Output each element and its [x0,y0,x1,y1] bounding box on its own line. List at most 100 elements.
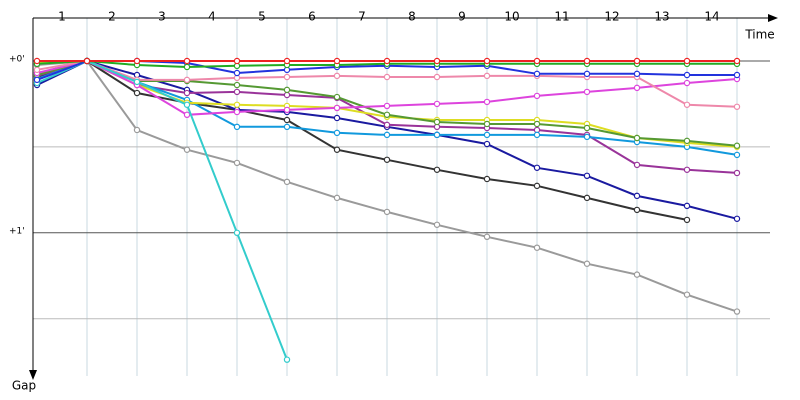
data-point [433,118,441,126]
data-point [733,103,741,110]
data-point [383,111,391,119]
data-point [583,172,591,180]
data-point [633,134,641,142]
data-point [683,216,691,224]
data-point [583,260,591,267]
x-tick-label: 10 [504,10,519,24]
data-point [583,57,591,65]
data-point [583,133,591,141]
data-point [183,111,191,119]
data-point [183,63,191,71]
data-point [633,206,641,214]
data-point [283,57,291,65]
data-point [733,169,741,177]
x-tick-label: 4 [208,10,216,24]
data-point [383,73,391,81]
data-point [283,91,291,99]
data-point [633,161,641,169]
data-point [733,151,741,159]
data-point [483,120,491,128]
data-point [633,84,641,92]
data-point [283,178,291,186]
data-point [433,166,441,173]
x-tick-label: 11 [554,10,569,24]
y-tick-label: +0' [9,54,25,64]
data-point [333,72,341,80]
data-point [533,92,541,100]
data-point [583,88,591,96]
data-point [183,89,191,97]
data-point [233,88,241,96]
data-point [633,70,641,78]
data-point [183,146,191,153]
data-point [283,356,291,363]
data-point [33,57,41,65]
data-point [533,164,541,171]
data-point [483,57,491,65]
data-point [333,146,341,153]
data-point [433,73,441,81]
data-point [333,129,341,137]
data-point [33,76,41,84]
data-point [533,70,541,78]
x-axis-arrow [768,14,778,22]
data-point [733,142,741,149]
data-point [233,229,241,236]
data-point [383,156,391,163]
data-point [633,192,641,200]
data-point [283,86,291,94]
data-point [383,57,391,65]
y-axis-arrow [29,370,37,380]
data-point [233,69,241,77]
data-point [233,101,241,108]
x-tick-label: 5 [258,10,266,24]
data-point [533,182,541,190]
data-point [483,98,491,106]
data-point [633,57,641,65]
data-point [683,291,691,298]
data-point [583,194,591,202]
data-point [183,101,191,108]
data-point [333,93,341,101]
data-point [483,131,491,139]
data-point [133,57,141,65]
x-tick-label: 2 [108,10,116,24]
data-point [483,175,491,183]
data-point [683,166,691,173]
y-axis-label: Gap [12,379,36,393]
data-point [683,71,691,79]
x-tick-label: 14 [704,10,719,24]
x-tick-label: 13 [654,10,669,24]
x-axis-label: Time [744,28,774,42]
data-point [233,123,241,131]
data-point [683,57,691,65]
x-tick-label: 9 [458,10,466,24]
data-point [583,70,591,78]
x-tick-label: 1 [58,10,66,24]
data-point [433,100,441,108]
data-point [483,72,491,80]
x-tick-label: 8 [408,10,416,24]
data-point [333,114,341,122]
y-tick-label: +1' [9,226,25,236]
data-point [183,76,191,84]
data-point [283,123,291,131]
data-point [233,57,241,65]
data-point [133,78,141,86]
data-point [433,131,441,139]
data-point [283,73,291,81]
data-point [683,137,691,145]
data-point [33,66,41,74]
x-tick-label: 3 [158,10,166,24]
data-point [433,57,441,65]
data-point [683,101,691,108]
data-point [733,57,741,65]
data-point [283,106,291,114]
data-point [333,104,341,112]
grid [33,18,770,376]
data-point [683,202,691,210]
data-point [433,221,441,228]
data-point [533,244,541,251]
